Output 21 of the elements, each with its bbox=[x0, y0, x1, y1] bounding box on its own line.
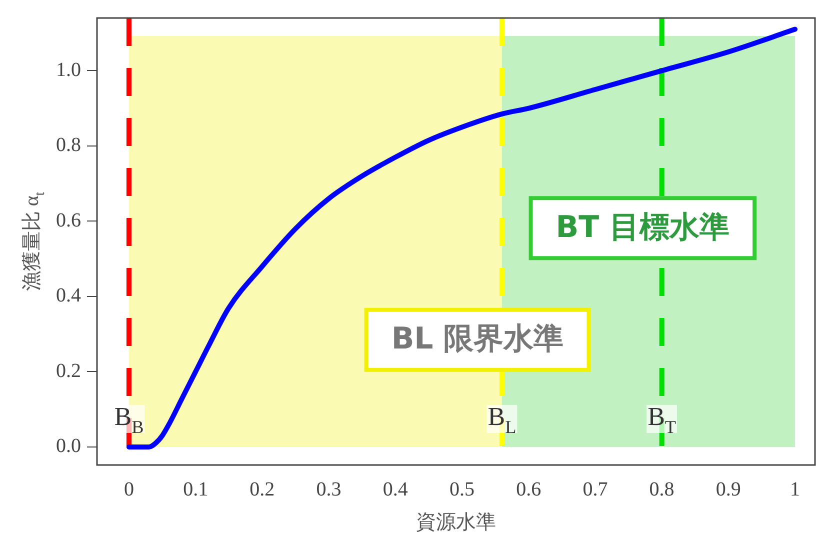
x-tick-label: 0.4 bbox=[382, 478, 408, 500]
x-tick-label: 0.7 bbox=[582, 478, 608, 500]
x-tick-label: 1 bbox=[790, 478, 800, 500]
y-tick-label: 0.2 bbox=[56, 360, 81, 382]
y-tick-label: 1.0 bbox=[56, 58, 81, 81]
annotation: BL 限界水準 bbox=[391, 322, 564, 357]
annotation: BT 目標水準 bbox=[556, 210, 730, 245]
y-tick-label: 0.8 bbox=[56, 134, 81, 156]
y-tick-label: 0.4 bbox=[56, 284, 81, 307]
x-tick-label: 0.2 bbox=[250, 478, 275, 500]
x-tick-label: 0.8 bbox=[649, 478, 674, 500]
x-tick-label: 0.9 bbox=[716, 478, 741, 500]
x-tick-label: 0.3 bbox=[316, 478, 342, 500]
x-tick-label: 0.5 bbox=[449, 478, 474, 500]
x-tick-label: 0 bbox=[124, 478, 134, 500]
y-tick-label: 0.0 bbox=[56, 435, 81, 458]
y-axis-title: 漁獲量比 αt bbox=[21, 192, 48, 292]
x-tick-label: 0.6 bbox=[516, 478, 542, 500]
x-axis-title: 資源水準 bbox=[416, 511, 496, 534]
x-tick-label: 0.1 bbox=[183, 478, 208, 500]
y-tick-label: 0.6 bbox=[56, 209, 81, 232]
